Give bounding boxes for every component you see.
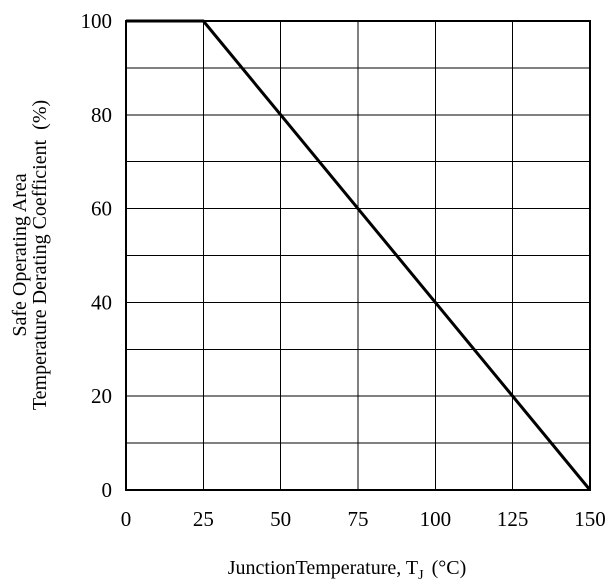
plot-frame xyxy=(125,20,591,491)
x-axis-label: JunctionTemperature, TJ (°C) xyxy=(228,557,467,583)
y-tick-label: 80 xyxy=(91,103,112,127)
y-tick-labels: 0 20 40 60 80 100 xyxy=(81,9,113,502)
x-tick-label: 150 xyxy=(574,507,606,531)
y-axis-label: Safe Operating Area xyxy=(9,173,31,336)
y-tick-label: 0 xyxy=(102,478,113,502)
x-tick-label: 25 xyxy=(193,507,214,531)
x-tick-label: 0 xyxy=(121,507,132,531)
x-tick-label: 75 xyxy=(348,507,369,531)
y-axis-label-unit: (%) xyxy=(29,100,51,130)
x-tick-label: 50 xyxy=(270,507,291,531)
x-tick-labels: 0 25 50 75 100 125 150 xyxy=(121,507,606,531)
x-axis-label-main: JunctionTemperature, T xyxy=(228,557,418,579)
y-tick-label: 60 xyxy=(91,197,112,221)
y-axis-label-line1: Safe Operating Area xyxy=(9,173,31,336)
x-tick-label: 125 xyxy=(497,507,529,531)
y-tick-label: 100 xyxy=(81,9,113,33)
y-axis-label-2: Temperature Derating Coefficient (%) xyxy=(29,100,51,410)
x-axis-label-subscript: J xyxy=(418,568,424,583)
y-tick-label: 40 xyxy=(91,290,112,314)
x-tick-label: 100 xyxy=(420,507,452,531)
y-axis-label-line2: Temperature Derating Coefficient xyxy=(29,139,51,410)
y-axis-label-line2-text: Temperature Derating Coefficient (%) xyxy=(29,100,51,410)
grid xyxy=(126,21,590,490)
y-tick-label: 20 xyxy=(91,384,112,408)
x-axis-label-unit: (°C) xyxy=(432,557,467,579)
